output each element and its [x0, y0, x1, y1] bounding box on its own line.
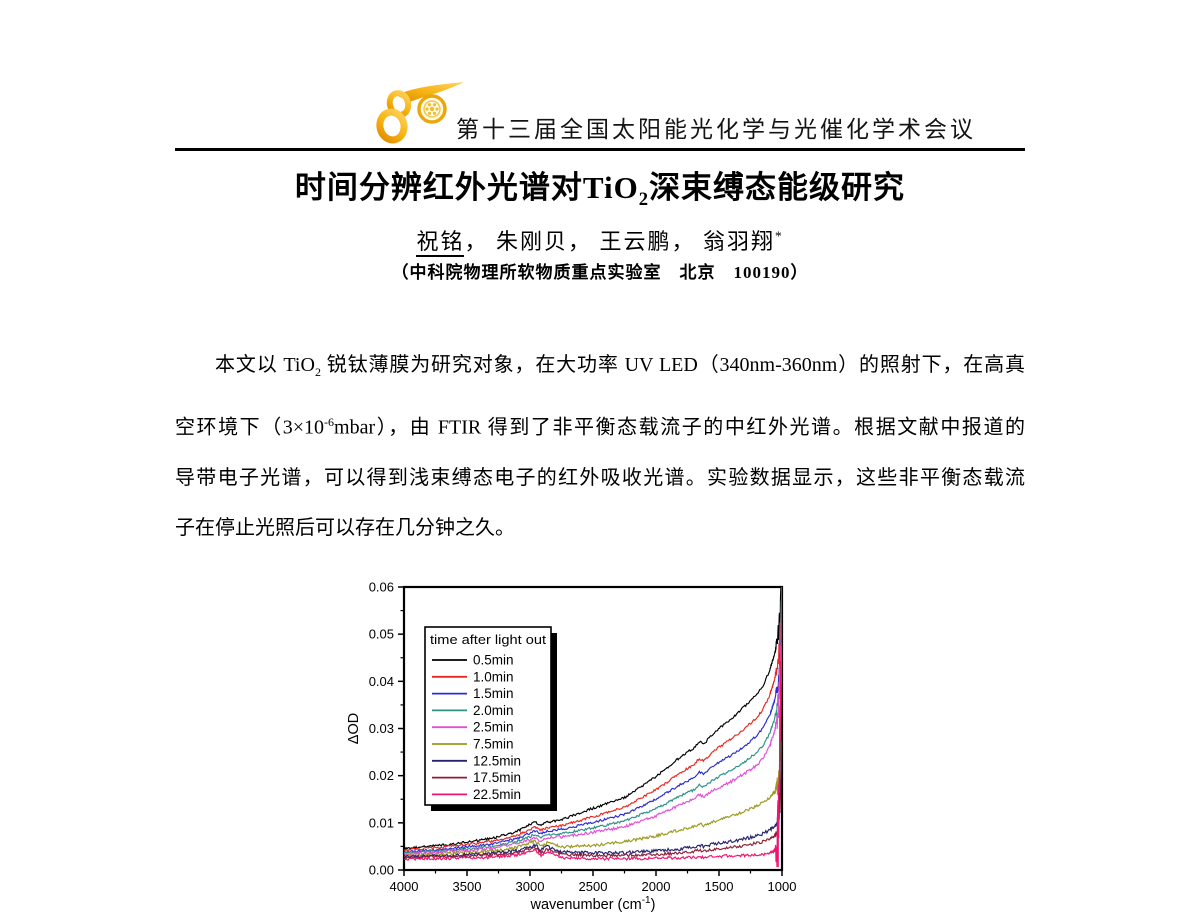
- x-tick-label: 3500: [453, 879, 482, 894]
- text-segment: 2: [638, 189, 650, 211]
- spectra-chart: 4000 3500 3000 2500 2000 1500 1000 0.00 0.01 0.02…: [346, 580, 796, 914]
- legend-label-1.0min: 1.0min: [473, 669, 514, 684]
- axes: 4000 3500 3000 2500 2000 1500 1000 0.00 0.01 0.02…: [346, 580, 796, 914]
- abstract-line-3: 导带电子光谱，可以得到浅束缚态电子的红外吸收光谱。实验数据显示，这些非平衡态载流: [175, 453, 1025, 503]
- series-line-7.5min: [404, 642, 782, 858]
- conference-name: 第十三届全国太阳能光化学与光催化学术会议: [456, 117, 976, 142]
- y-tick-label: 0.04: [369, 674, 394, 689]
- y-tick-label: 0.02: [369, 768, 394, 783]
- abstract-line-2: 空环境下（3×10-6mbar），由 FTIR 得到了非平衡态载流子的中红外光谱…: [175, 397, 1025, 453]
- text-segment: mbar），由 FTIR 得到了非平衡态载流子的中红外光谱。根据文献中报道的: [334, 416, 1026, 439]
- legend-label-2.0min: 2.0min: [473, 703, 514, 718]
- legend-label-7.5min: 7.5min: [473, 737, 514, 752]
- legend-label-12.5min: 12.5min: [473, 753, 521, 768]
- y-tick-label: 0.00: [369, 863, 394, 878]
- y-axis-label: ΔOD: [346, 713, 362, 744]
- text-segment: 锐钛薄膜为研究对象，在大功率 UV LED（340nm-360nm）的照射下，在…: [320, 354, 1025, 376]
- text-segment: 深束缚态能级研究: [649, 170, 906, 205]
- legend-label-0.5min: 0.5min: [473, 653, 514, 668]
- series-line-1.0min: [404, 598, 782, 852]
- series-line-17.5min: [404, 740, 782, 860]
- text-segment: TiO: [582, 170, 639, 205]
- text-segment: 空环境下（3×10: [175, 416, 325, 439]
- abstract-line-1: 本文以 TiO2 锐钛薄膜为研究对象，在大功率 UV LED（340nm-360…: [175, 340, 1025, 397]
- legend-box: [424, 626, 552, 806]
- anniversary-80-logo-icon: [376, 82, 464, 144]
- x-tick-label: 1000: [768, 879, 797, 894]
- text-segment: ， 朱刚贝， 王云鹏， 翁羽翔: [464, 229, 775, 254]
- header-rule: [175, 148, 1025, 151]
- y-tick-label: 0.03: [369, 721, 394, 736]
- x-tick-label: 3000: [516, 879, 545, 894]
- text-segment: 2: [314, 365, 321, 379]
- text-segment: 导带电子光谱，可以得到浅束缚态电子的红外吸收光谱。实验数据显示，这些非平衡态载流: [175, 466, 1025, 489]
- series-lines: [404, 587, 782, 868]
- text-segment: 祝铭: [416, 229, 465, 257]
- legend-label-17.5min: 17.5min: [473, 770, 521, 785]
- text-segment: *: [774, 228, 784, 244]
- coin-emblem: [417, 94, 447, 124]
- series-line-12.5min: [404, 713, 782, 860]
- x-tick-label: 2000: [642, 879, 671, 894]
- text-segment: 本文以 TiO: [215, 354, 315, 376]
- x-tick-label: 2500: [579, 879, 608, 894]
- series-line-2.0min: [404, 590, 782, 855]
- legend-label-1.5min: 1.5min: [473, 686, 514, 701]
- figure-ir-spectra: 4000 3500 3000 2500 2000 1500 1000 0.00 0.01 0.02…: [345, 578, 810, 920]
- affiliation: （中科院物理所软物质重点实验室 北京 100190）: [391, 263, 809, 282]
- series-line-1.5min: [404, 611, 782, 854]
- x-axis-label: wavenumber (cm-1): [530, 895, 656, 913]
- text-segment: 子在停止光照后可以存在几分钟之久。: [175, 516, 515, 539]
- abstract-line-4: 子在停止光照后可以存在几分钟之久。: [175, 503, 1025, 553]
- legend-label-22.5min: 22.5min: [473, 787, 521, 802]
- legend-title: time after light out: [430, 632, 546, 647]
- x-tick-label: 4000: [390, 879, 419, 894]
- y-tick-label: 0.06: [369, 580, 394, 595]
- gold-swoosh-eight: [376, 82, 464, 144]
- paper-title: 时间分辨红外光谱对TiO2深束缚态能级研究: [175, 162, 1025, 211]
- legend-label-2.5min: 2.5min: [473, 720, 514, 735]
- y-tick-label: 0.01: [369, 815, 394, 830]
- text-segment: -6: [324, 415, 335, 429]
- abstract-paragraph: 本文以 TiO2 锐钛薄膜为研究对象，在大功率 UV LED（340nm-360…: [175, 340, 1025, 553]
- author-list: 祝铭， 朱刚贝， 王云鹏， 翁羽翔*: [175, 224, 1025, 257]
- x-tick-label: 1500: [705, 879, 734, 894]
- text-segment: 时间分辨红外光谱对: [294, 170, 583, 205]
- y-tick-label: 0.05: [369, 627, 394, 642]
- series-line-0.5min: [404, 587, 782, 851]
- series-line-22.5min: [404, 587, 782, 868]
